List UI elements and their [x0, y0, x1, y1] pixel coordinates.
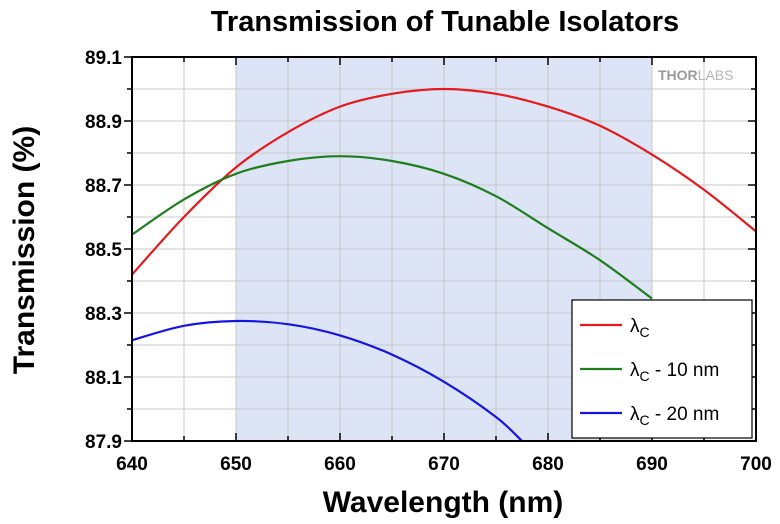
x-tick-label: 650	[220, 454, 252, 475]
x-tick-label: 700	[740, 454, 772, 475]
legend-label-1: λC	[630, 316, 650, 340]
legend: λC λC - 10 nm λC - 20 nm	[571, 299, 753, 439]
logo-part-1: THOR	[658, 67, 698, 83]
y-tick-label: 88.7	[85, 176, 122, 197]
series-lines	[131, 87, 757, 442]
series-line-3	[131, 319, 523, 442]
y-tick-label: 88.1	[85, 368, 122, 389]
svg-text:THORLABS: THORLABS	[658, 67, 733, 83]
x-tick-label: 660	[324, 454, 356, 475]
y-tick-label: 88.9	[85, 112, 122, 133]
chart-title: Transmission of Tunable Isolators	[211, 6, 679, 38]
x-axis-label: Wavelength (nm)	[323, 486, 564, 519]
x-tick-label: 680	[532, 454, 564, 475]
y-axis-label: Transmission (%)	[8, 126, 41, 374]
series-line-2	[131, 155, 653, 300]
legend-label-2: λC - 10 nm	[630, 360, 719, 384]
plot-frame	[131, 56, 757, 442]
y-tick-label: 89.1	[85, 48, 122, 69]
y-tick-label: 88.5	[85, 240, 122, 261]
thorlabs-logo: THORLABS	[658, 67, 733, 83]
x-tick-label: 670	[428, 454, 460, 475]
logo-part-2: LABS	[698, 67, 734, 83]
y-tick-label: 88.3	[85, 304, 122, 325]
x-tick-label: 690	[636, 454, 668, 475]
y-tick-label: 87.9	[85, 432, 122, 453]
legend-label-3: λC - 20 nm	[630, 404, 719, 428]
tick-labels: 640 650 660 670 680 690 700 87.9 88.1 88.3 88.5 88.…	[85, 48, 772, 475]
series-line-1	[131, 87, 757, 276]
x-tick-label: 640	[116, 454, 148, 475]
